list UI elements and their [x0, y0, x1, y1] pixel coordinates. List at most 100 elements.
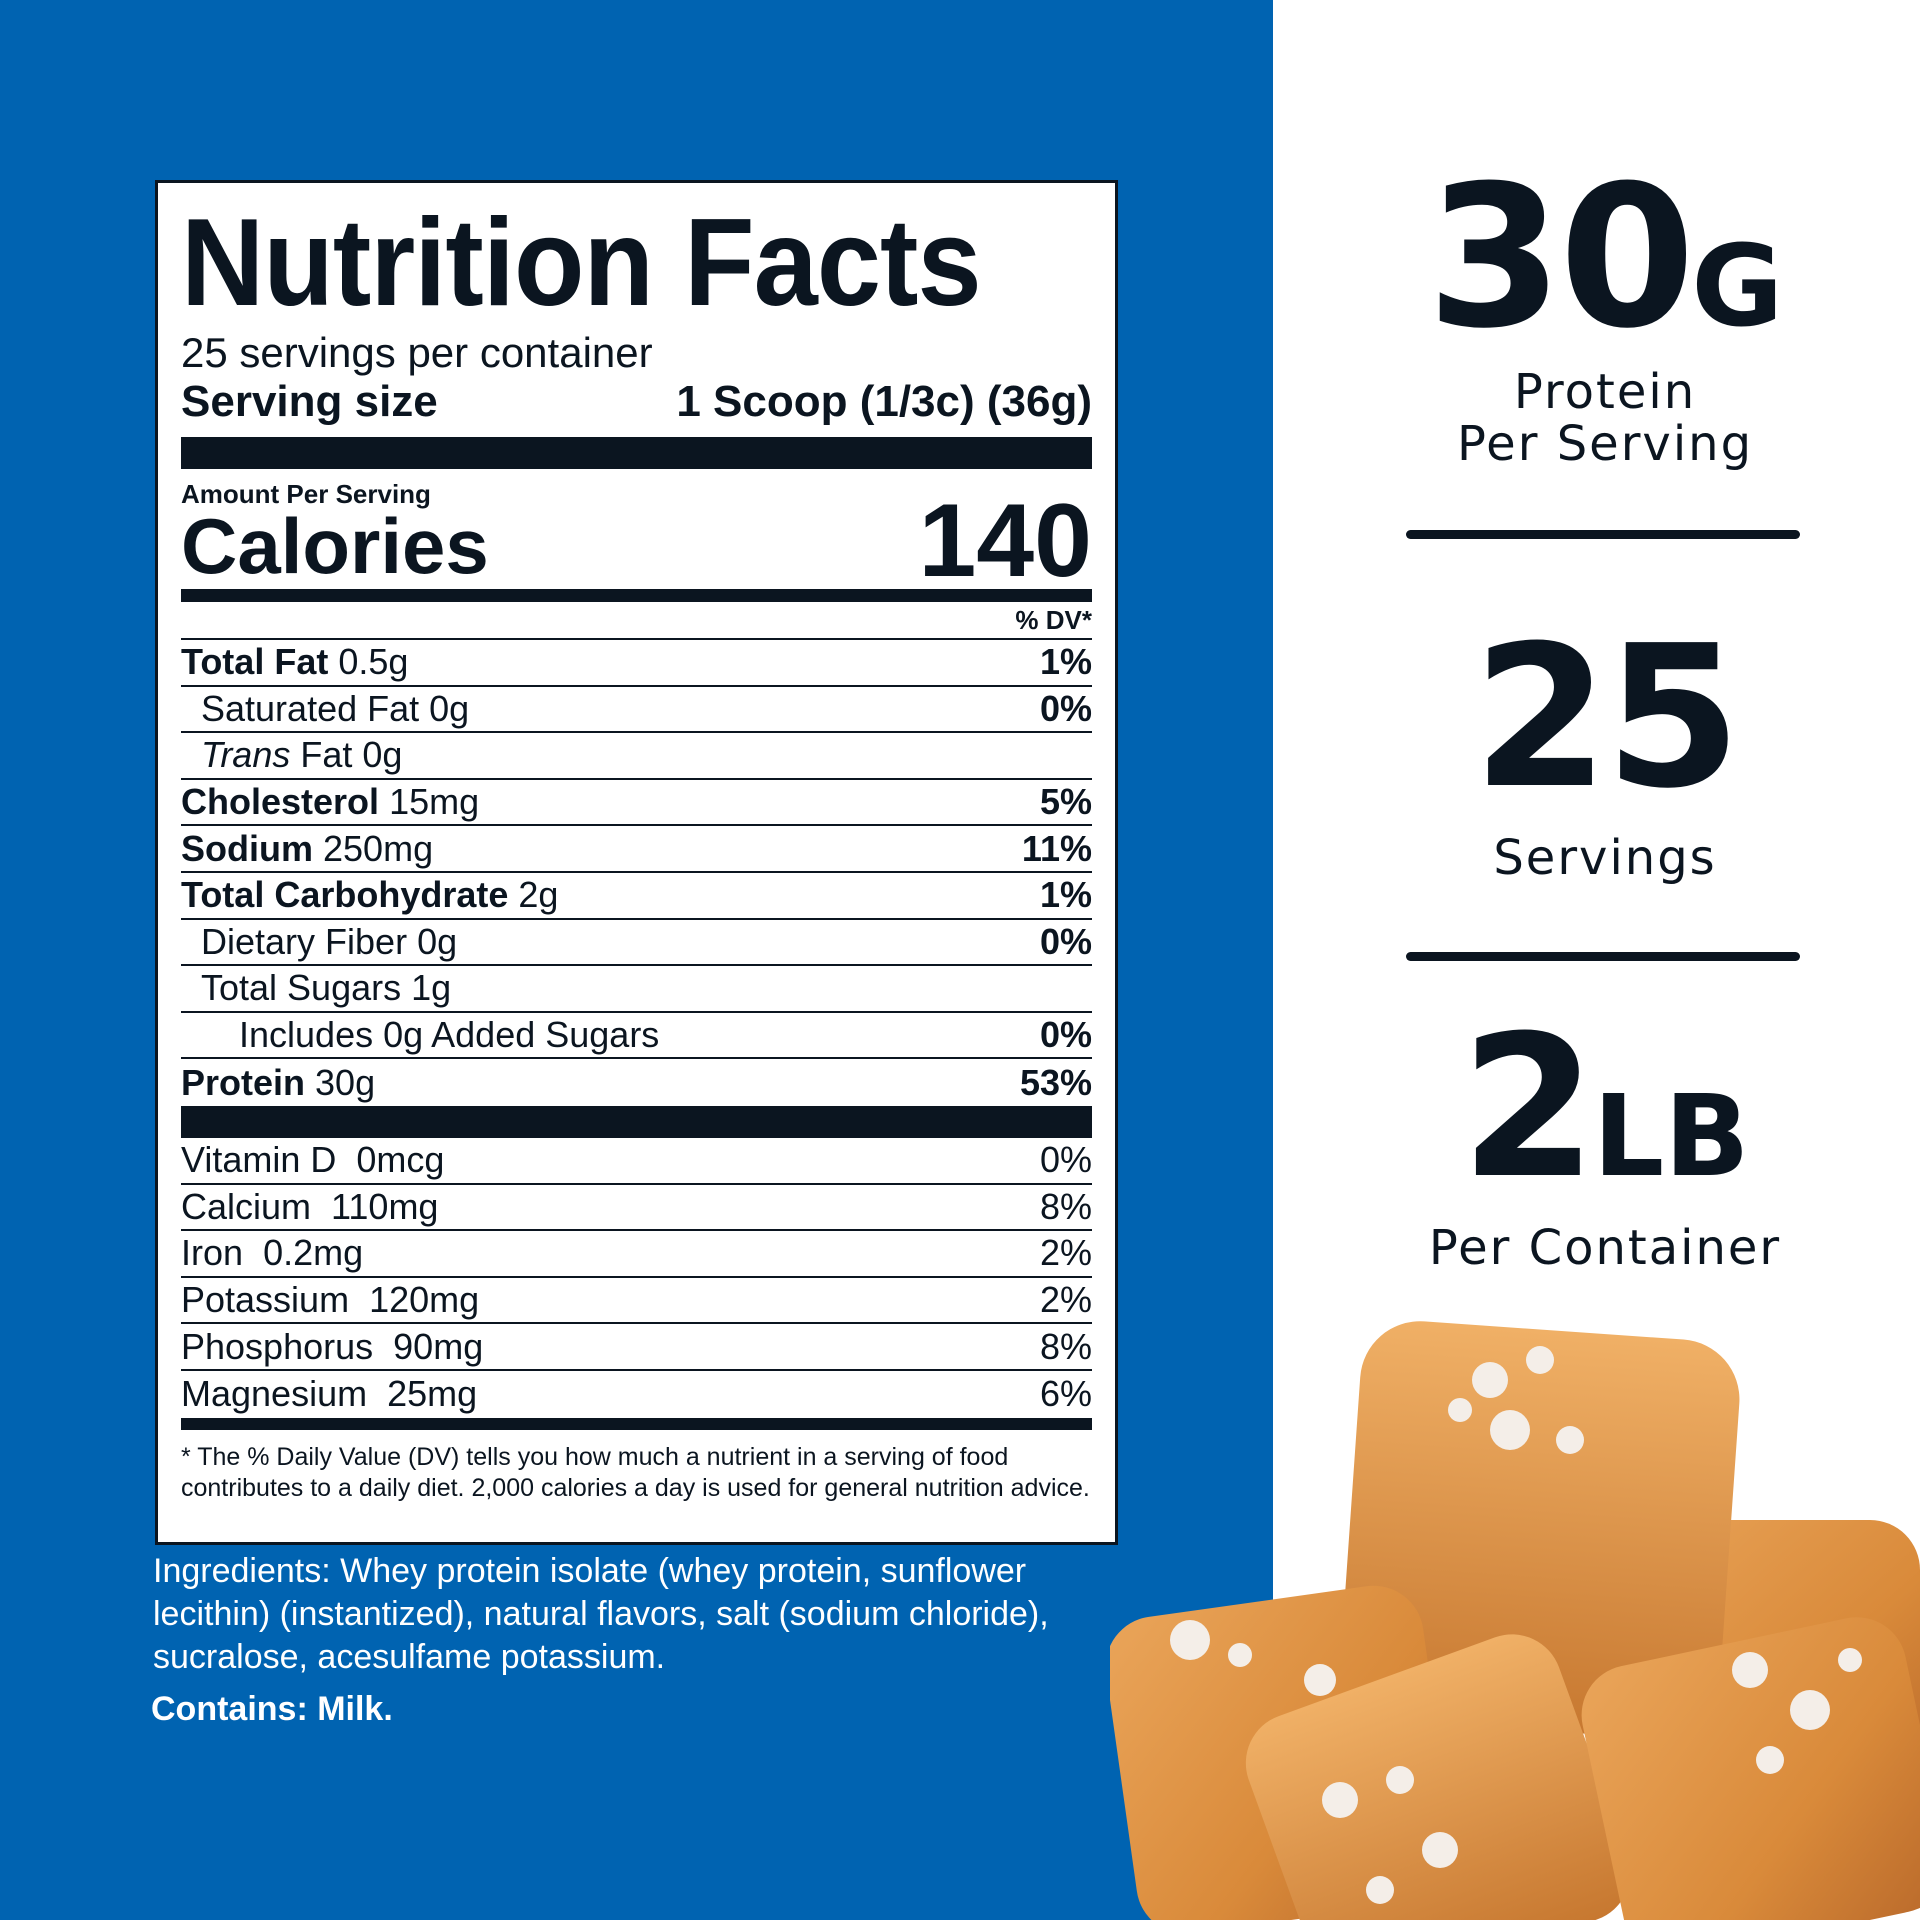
- vitamin-dv: 8%: [1039, 1185, 1092, 1227]
- stat-container-weight: 2LB Per Container: [1340, 1010, 1870, 1274]
- serving-size-label: Serving size: [181, 377, 438, 426]
- nutrient-row: Total Fat 0.5g 1%: [181, 640, 1092, 687]
- vitamin-amount: 120mg: [369, 1279, 480, 1321]
- nutrient-amount: 0.5g: [338, 641, 409, 683]
- stat-caption: Protein: [1513, 364, 1697, 420]
- nutrient-name: Trans: [201, 734, 291, 776]
- salted-caramel-image: [1110, 1321, 1920, 1920]
- nutrient-name-suffix: Fat: [290, 734, 353, 776]
- stat-value: 25: [1472, 604, 1742, 832]
- caramel-cube: [1245, 1634, 1631, 1920]
- nutrient-amount: 0g: [417, 920, 458, 962]
- vitamin-amount: 0mcg: [356, 1139, 445, 1181]
- nutrient-row: Dietary Fiber 0g 0%: [181, 920, 1092, 967]
- nutrient-name: Dietary Fiber: [201, 920, 408, 962]
- nutrient-dv: 1%: [1039, 874, 1092, 916]
- servings-per-container: 25 servings per container: [181, 329, 653, 376]
- stat-caption: Per Container: [1428, 1220, 1782, 1276]
- nutrient-dv: 0%: [1039, 1014, 1092, 1056]
- caramel-cube: [1340, 1321, 1740, 1739]
- nutrient-name: Cholesterol: [181, 781, 380, 823]
- nutrition-facts-label: Nutrition Facts 25 servings per containe…: [155, 180, 1118, 1545]
- divider-line: [1406, 530, 1800, 539]
- nutrient-dv: 1%: [1039, 641, 1092, 683]
- stat-caption: Per Serving: [1456, 416, 1754, 472]
- nutrient-dv: 53%: [1019, 1061, 1092, 1103]
- footnote: * The % Daily Value (DV) tells you how m…: [181, 1442, 1090, 1502]
- nutrient-amount: 1g: [411, 967, 452, 1009]
- nutrient-list: Total Fat 0.5g 1% Saturated Fat 0g 0% Trans …: [181, 640, 1092, 1106]
- nutrient-dv: 0%: [1039, 920, 1092, 962]
- thick-divider: [181, 1105, 1092, 1138]
- label-title: Nutrition Facts: [181, 194, 982, 332]
- vitamin-name: Calcium: [181, 1185, 312, 1227]
- nutrient-amount: 15mg: [389, 781, 480, 823]
- vitamin-name: Iron: [181, 1232, 244, 1274]
- dv-header: % DV*: [181, 602, 1092, 640]
- nutrient-row: Includes 0g Added Sugars 0%: [181, 1013, 1092, 1060]
- nutrient-name: Saturated Fat: [201, 687, 420, 729]
- nutrient-name: Sodium: [181, 827, 313, 869]
- vitamin-dv: 2%: [1039, 1279, 1092, 1321]
- stat-protein: 30G Protein Per Serving: [1340, 160, 1870, 470]
- vitamin-row: Calcium 110mg 8%: [181, 1185, 1092, 1232]
- nutrient-dv: 5%: [1039, 781, 1092, 823]
- stat-caption: Servings: [1493, 830, 1717, 886]
- vitamin-name: Magnesium: [181, 1373, 368, 1415]
- nutrient-amount: 2g: [518, 874, 559, 916]
- serving-size-row: Serving size 1 Scoop (1/3c) (36g): [181, 377, 1092, 427]
- nutrient-amount: 0g: [429, 687, 470, 729]
- nutrient-name: Total Sugars: [201, 967, 402, 1009]
- vitamin-amount: 90mg: [393, 1325, 484, 1367]
- nutrient-row: Sodium 250mg 11%: [181, 826, 1092, 873]
- stat-unit: G: [1691, 222, 1784, 352]
- stat-value: 30: [1426, 144, 1696, 372]
- nutrient-dv: 0%: [1039, 687, 1092, 729]
- vitamin-dv: 8%: [1039, 1325, 1092, 1367]
- vitamin-name: Potassium: [181, 1279, 350, 1321]
- vitamin-amount: 0.2mg: [263, 1232, 364, 1274]
- nutrient-name: Total Fat: [181, 641, 329, 683]
- ingredients: Ingredients: Whey protein isolate (whey …: [153, 1552, 1049, 1676]
- vitamin-name: Phosphorus: [181, 1325, 374, 1367]
- medium-divider: [181, 589, 1092, 602]
- vitamin-row: Potassium 120mg 2%: [181, 1278, 1092, 1325]
- nutrient-name: Protein: [181, 1061, 306, 1103]
- stat-unit: LB: [1592, 1072, 1750, 1202]
- nutrient-row: Total Carbohydrate 2g 1%: [181, 873, 1092, 920]
- divider-line: [1406, 952, 1800, 961]
- nutrient-dv: 11%: [1021, 827, 1092, 869]
- vitamin-row: Iron 0.2mg 2%: [181, 1231, 1092, 1278]
- nutrient-row: Protein 30g 53%: [181, 1059, 1092, 1106]
- nutrient-name: Includes 0g Added Sugars: [239, 1014, 660, 1056]
- nutrient-amount: 0g: [362, 734, 403, 776]
- serving-size-value: 1 Scoop (1/3c) (36g): [676, 377, 1092, 426]
- vitamin-dv: 0%: [1039, 1139, 1092, 1181]
- nutrient-row: Trans Fat 0g: [181, 733, 1092, 780]
- nutrient-row: Saturated Fat 0g 0%: [181, 687, 1092, 734]
- vitamin-row: Phosphorus 90mg 8%: [181, 1324, 1092, 1371]
- stat-value: 2: [1460, 994, 1596, 1222]
- nutrient-name: Total Carbohydrate: [181, 874, 509, 916]
- caramel-cube: [1581, 1617, 1920, 1920]
- nutrient-amount: 250mg: [323, 827, 434, 869]
- salt-flakes: [1170, 1346, 1862, 1904]
- vitamin-dv: 2%: [1039, 1232, 1092, 1274]
- vitamin-name: Vitamin D: [181, 1139, 337, 1181]
- nutrient-row: Total Sugars 1g: [181, 966, 1092, 1013]
- allergen-statement: Contains: Milk.: [151, 1690, 393, 1728]
- vitamin-list: Vitamin D 0mcg 0% Calcium 110mg 8% Iron 0.2m…: [181, 1138, 1092, 1418]
- calories-value: 140: [918, 483, 1092, 599]
- vitamin-dv: 6%: [1039, 1373, 1092, 1415]
- vitamin-row: Vitamin D 0mcg 0%: [181, 1138, 1092, 1185]
- vitamin-row: Magnesium 25mg 6%: [181, 1371, 1092, 1418]
- nutrient-row: Cholesterol 15mg 5%: [181, 780, 1092, 827]
- vitamin-amount: 25mg: [387, 1373, 478, 1415]
- amount-per-serving: Amount Per Serving: [181, 479, 431, 509]
- stat-servings: 25 Servings: [1340, 620, 1870, 884]
- calories-row: Calories 140: [181, 489, 1092, 593]
- calories-label: Calories: [181, 502, 489, 590]
- medium-divider: [181, 1417, 1092, 1430]
- nutrient-amount: 30g: [315, 1061, 376, 1103]
- thick-divider: [181, 437, 1092, 469]
